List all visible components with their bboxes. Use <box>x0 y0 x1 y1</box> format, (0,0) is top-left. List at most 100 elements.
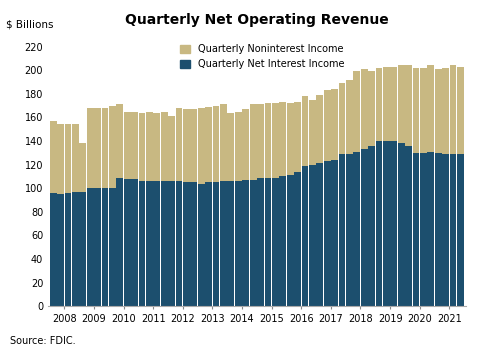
Bar <box>383 141 390 306</box>
Bar <box>375 141 383 306</box>
Bar <box>57 194 64 306</box>
Text: Source: FDIC.: Source: FDIC. <box>10 336 75 346</box>
Bar <box>279 176 286 306</box>
Bar <box>316 164 323 306</box>
Bar <box>242 109 249 180</box>
Bar <box>109 105 116 188</box>
Bar <box>346 80 353 154</box>
Bar <box>79 143 86 192</box>
Bar <box>131 179 138 306</box>
Bar <box>94 108 101 188</box>
Bar <box>146 111 153 181</box>
Bar <box>427 152 434 306</box>
Bar <box>87 108 94 188</box>
Bar <box>346 154 353 306</box>
Bar <box>361 69 368 149</box>
Bar <box>146 181 153 306</box>
Bar <box>398 65 405 143</box>
Bar <box>390 67 397 141</box>
Bar <box>168 116 175 181</box>
Bar <box>72 125 79 192</box>
Bar <box>183 109 190 182</box>
Bar <box>383 67 390 141</box>
Bar <box>198 108 204 183</box>
Bar <box>205 107 212 182</box>
Bar <box>250 180 256 306</box>
Bar <box>450 154 456 306</box>
Bar <box>228 113 234 181</box>
Title: Quarterly Net Operating Revenue: Quarterly Net Operating Revenue <box>125 13 389 27</box>
Bar <box>213 105 219 182</box>
Bar <box>353 71 360 152</box>
Bar <box>294 102 301 172</box>
Bar <box>420 68 427 153</box>
Bar <box>124 179 131 306</box>
Bar <box>183 182 190 306</box>
Bar <box>420 153 427 306</box>
Bar <box>398 143 405 306</box>
Bar <box>50 193 57 306</box>
Bar <box>457 154 464 306</box>
Bar <box>442 154 449 306</box>
Bar <box>324 90 331 161</box>
Bar <box>287 175 294 306</box>
Bar <box>272 177 279 306</box>
Bar <box>250 104 256 180</box>
Bar <box>405 146 412 306</box>
Bar <box>361 149 368 306</box>
Bar <box>154 113 160 181</box>
Bar <box>191 182 197 306</box>
Bar <box>235 111 242 181</box>
Bar <box>102 108 108 188</box>
Legend: Quarterly Noninterest Income, Quarterly Net Interest Income: Quarterly Noninterest Income, Quarterly … <box>178 42 346 71</box>
Bar <box>450 65 456 154</box>
Text: $ Billions: $ Billions <box>6 19 54 29</box>
Bar <box>338 83 345 154</box>
Bar <box>213 182 219 306</box>
Bar <box>205 182 212 306</box>
Bar <box>457 67 464 154</box>
Bar <box>435 69 442 153</box>
Bar <box>117 104 123 177</box>
Bar <box>65 193 72 306</box>
Bar <box>368 146 375 306</box>
Bar <box>117 177 123 306</box>
Bar <box>413 68 420 153</box>
Bar <box>331 89 338 160</box>
Bar <box>161 111 168 181</box>
Bar <box>94 188 101 306</box>
Bar <box>65 125 72 193</box>
Bar <box>102 188 108 306</box>
Bar <box>198 183 204 306</box>
Bar <box>264 103 271 177</box>
Bar <box>309 100 316 165</box>
Bar <box>279 102 286 176</box>
Bar <box>264 177 271 306</box>
Bar <box>272 103 279 177</box>
Bar <box>57 125 64 194</box>
Bar <box>294 172 301 306</box>
Bar <box>338 154 345 306</box>
Bar <box>131 111 138 179</box>
Bar <box>257 177 264 306</box>
Bar <box>176 108 182 181</box>
Bar <box>72 192 79 306</box>
Bar <box>191 109 197 182</box>
Bar <box>176 181 182 306</box>
Bar <box>228 181 234 306</box>
Bar <box>301 166 308 306</box>
Bar <box>368 71 375 146</box>
Bar <box>235 181 242 306</box>
Bar <box>353 152 360 306</box>
Bar <box>309 165 316 306</box>
Bar <box>427 65 434 152</box>
Bar <box>301 96 308 166</box>
Bar <box>405 65 412 146</box>
Bar <box>139 113 145 181</box>
Bar <box>139 181 145 306</box>
Bar <box>442 68 449 154</box>
Bar <box>109 188 116 306</box>
Bar <box>324 161 331 306</box>
Bar <box>220 181 227 306</box>
Bar <box>390 141 397 306</box>
